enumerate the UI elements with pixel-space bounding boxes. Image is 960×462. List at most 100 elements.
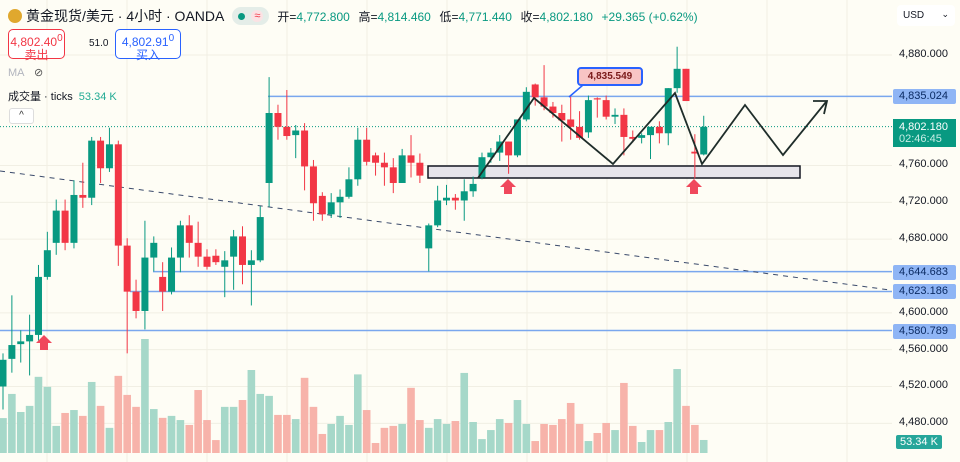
price-axis[interactable] (892, 0, 960, 462)
candle (380, 152, 388, 186)
volume-bar (132, 406, 140, 453)
volume-bar (8, 393, 16, 453)
candle-body (638, 135, 646, 138)
volume-bar (176, 420, 185, 453)
volume-indicator-legend[interactable]: 成交量 · ticks 53.34 K (8, 88, 117, 104)
candle (700, 115, 708, 156)
candle (505, 141, 513, 174)
candle-body (407, 155, 415, 163)
sell-label: 卖出 (24, 48, 49, 62)
candle-body (318, 195, 326, 215)
volume-axis-label: 53.34 K (896, 435, 942, 449)
collapse-legend-button[interactable]: ^ (9, 108, 34, 124)
candle-body (478, 157, 486, 178)
ma-indicator-label[interactable]: MA (8, 67, 25, 79)
zigzag-projection-path[interactable] (477, 91, 827, 179)
arrowhead-icon (813, 100, 829, 115)
symbol-title[interactable]: 黄金现货/美元 · 4小时 · OANDA (26, 8, 225, 24)
candle (549, 101, 557, 118)
candle-body (203, 256, 211, 267)
support-zone-rectangle[interactable] (427, 165, 801, 179)
volume-bar (105, 427, 114, 453)
candle-body (611, 114, 619, 117)
volume-bar (61, 412, 69, 453)
candle (0, 353, 7, 410)
level-price-label: 4,644.683 (893, 264, 956, 280)
volume-bar (628, 425, 637, 453)
candle-body (398, 155, 406, 183)
candle-body (327, 202, 335, 215)
volume-bar (451, 421, 460, 453)
candle (114, 140, 122, 266)
open-label: 开= (277, 9, 297, 24)
candle (309, 159, 317, 221)
buy-button[interactable]: 4,802.910 买入 (115, 29, 181, 62)
candle-body (150, 242, 158, 258)
price-tick-label: 4,480.000 (899, 416, 948, 429)
candle-body (673, 68, 681, 89)
candle (593, 97, 601, 118)
candle-body (345, 179, 353, 197)
volume-bar (478, 439, 486, 453)
arrow-up-icon (500, 179, 516, 194)
arrow-up-icon (36, 335, 52, 350)
horizontal-levels (0, 95, 892, 332)
candle-body (655, 126, 663, 134)
candle (336, 189, 344, 218)
currency-select[interactable]: USD ⌄ (897, 5, 955, 26)
candle (150, 236, 158, 272)
candle-body (469, 183, 477, 192)
candle-body (212, 255, 220, 263)
volume-bar (593, 432, 602, 453)
candle-body (434, 200, 442, 226)
candle (159, 262, 167, 311)
candle (203, 249, 211, 270)
price-callout[interactable]: 4,835.549 (577, 67, 643, 86)
price-tick-label: 4,760.000 (899, 158, 948, 171)
candle-body (17, 341, 25, 345)
candle (647, 126, 655, 160)
market-status-chip[interactable]: ≈ (232, 7, 270, 25)
volume-bar (149, 409, 158, 453)
buy-price-fraction: 0 (168, 33, 175, 44)
candle-body (389, 167, 397, 183)
volume-bar (682, 405, 690, 453)
volume-bar (699, 439, 708, 453)
candle (141, 220, 149, 330)
candle-body (380, 162, 388, 168)
volume-bar (566, 402, 575, 453)
volume-bar (354, 374, 362, 453)
candle-body (505, 141, 513, 156)
volume-bar (424, 427, 433, 453)
volume-bar (318, 433, 327, 453)
buy-label: 买入 (135, 48, 160, 62)
volume-bar (16, 411, 25, 453)
price-tick-label: 4,720.000 (899, 195, 948, 208)
candle-body (0, 359, 7, 387)
candle (247, 250, 255, 306)
candle-body (602, 100, 610, 117)
candle-body (194, 242, 202, 257)
sell-button[interactable]: 4,802.400 卖出 (8, 29, 65, 62)
candle (531, 83, 539, 106)
volume-bar (487, 430, 495, 453)
candle-body (230, 236, 238, 257)
candle (132, 279, 140, 319)
candle (327, 193, 335, 218)
candle-body (354, 139, 362, 180)
price-chart[interactable] (0, 0, 892, 462)
hidden-eye-icon[interactable]: ⊘ (34, 67, 44, 79)
candle-body (460, 191, 468, 201)
candle (26, 314, 34, 376)
candle-body (584, 100, 592, 133)
volume-bar (549, 424, 557, 453)
candle-body (416, 162, 424, 176)
candle (185, 215, 193, 258)
price-tick-label: 4,560.000 (899, 342, 948, 355)
callout-pointer (568, 84, 592, 98)
candle (354, 127, 362, 186)
candle (389, 158, 397, 194)
candle-body (372, 155, 380, 163)
candle-body (540, 97, 548, 107)
level-price-label: 4,835.024 (893, 89, 956, 105)
